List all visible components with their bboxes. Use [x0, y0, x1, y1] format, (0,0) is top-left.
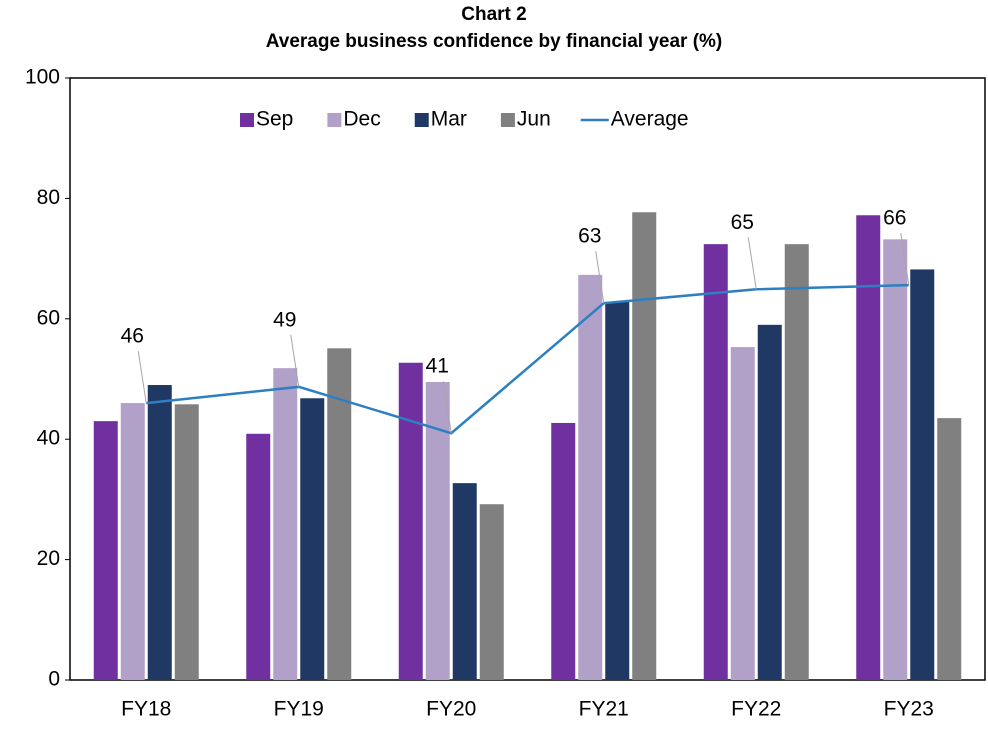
bar [120, 403, 145, 680]
y-tick-label: 20 [37, 547, 60, 570]
bar [479, 504, 504, 680]
leader-line [595, 251, 605, 304]
data-label: 41 [426, 355, 449, 378]
bar [703, 244, 728, 681]
legend-swatch [414, 113, 429, 127]
legend-label: Average [611, 108, 689, 131]
bar [327, 348, 352, 680]
bar [147, 385, 172, 680]
data-label: 65 [731, 211, 754, 234]
x-tick-label: FY20 [426, 698, 476, 721]
y-tick-label: 80 [37, 186, 60, 209]
bar [730, 347, 755, 680]
plot-area [69, 77, 986, 681]
bar [551, 422, 576, 680]
bar [452, 483, 477, 680]
bar [300, 398, 325, 680]
bar [883, 239, 908, 680]
y-tick-label: 60 [37, 306, 60, 329]
bar [910, 269, 935, 680]
x-tick-label: FY22 [731, 698, 781, 721]
leader-line [747, 237, 757, 290]
y-tick-label: 0 [48, 668, 60, 691]
chart-subtitle: Average business confidence by financial… [266, 31, 723, 52]
bar [174, 404, 199, 680]
line [146, 283, 909, 435]
leader-line [290, 334, 300, 387]
leader-line [442, 381, 452, 434]
data-label: 66 [883, 207, 906, 230]
data-label: 63 [578, 225, 601, 248]
y-tick-label: 40 [37, 427, 60, 450]
x-tick-label: FY23 [884, 698, 934, 721]
legend-label: Mar [431, 108, 467, 131]
legend-swatch [240, 113, 254, 127]
bar [273, 368, 298, 680]
bar [632, 212, 657, 680]
bar [856, 215, 881, 681]
y-tick-label: 100 [25, 66, 60, 89]
legend-label: Jun [517, 108, 551, 131]
legend-label: Sep [256, 108, 293, 131]
bar [937, 418, 962, 680]
legend-label: Dec [343, 108, 380, 131]
legend-swatch [327, 113, 342, 127]
leader-line [137, 351, 147, 404]
bar [757, 324, 782, 680]
bar [605, 301, 630, 680]
chart-title: Chart 2 [461, 4, 526, 25]
bar [93, 421, 118, 680]
bar [398, 362, 423, 680]
bar [784, 244, 809, 681]
x-tick-label: FY18 [121, 698, 171, 721]
bar [578, 274, 603, 680]
legend-swatch [500, 113, 515, 127]
x-tick-label: FY21 [579, 698, 629, 721]
data-label: 46 [121, 325, 144, 348]
x-tick-label: FY19 [274, 698, 324, 721]
leader-line [900, 233, 910, 286]
bar [246, 433, 271, 680]
data-label: 49 [273, 308, 296, 331]
